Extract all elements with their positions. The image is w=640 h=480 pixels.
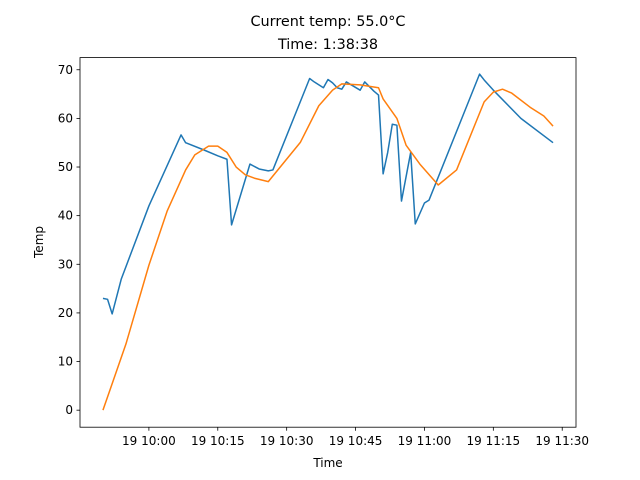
x-tick-label: 19 10:15: [191, 434, 245, 448]
x-tick-label: 19 10:00: [122, 434, 176, 448]
x-tick-label: 19 11:00: [398, 434, 452, 448]
x-tick-label: 19 11:15: [466, 434, 520, 448]
x-tick-label: 19 10:30: [260, 434, 314, 448]
y-tick-label: 20: [58, 306, 73, 320]
chart-subtitle: Time: 1:38:38: [277, 37, 378, 53]
x-axis-label: Time: [312, 456, 342, 470]
y-tick-label: 50: [58, 160, 73, 174]
plot-frame: [79, 57, 577, 428]
y-axis-label: Temp: [32, 226, 46, 259]
x-tick-label: 19 10:45: [329, 434, 383, 448]
chart-title: Current temp: 55.0°C: [251, 14, 406, 30]
y-tick-label: 10: [58, 355, 73, 369]
y-tick-label: 0: [65, 403, 73, 417]
data-line: [102, 83, 554, 411]
x-tick-label: 19 11:30: [535, 434, 589, 448]
y-tick-label: 60: [58, 111, 73, 125]
y-tick-label: 30: [58, 257, 73, 271]
y-tick-label: 70: [58, 63, 73, 77]
y-tick-label: 40: [58, 209, 73, 223]
